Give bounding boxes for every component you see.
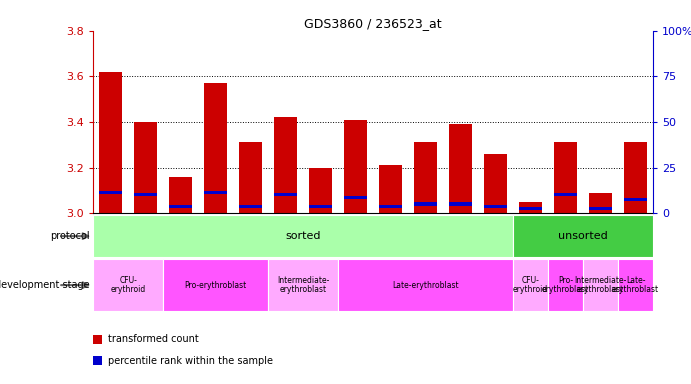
Bar [554,142,577,213]
Bar [100,191,122,194]
Text: Late-erythroblast: Late-erythroblast [392,281,459,290]
Bar [169,205,192,208]
Bar [484,205,507,208]
Bar [239,142,262,213]
Bar [548,259,583,311]
Text: transformed count: transformed count [108,334,198,344]
Bar [239,205,262,208]
Text: protocol: protocol [50,231,90,241]
Bar [379,205,402,208]
Bar [624,198,647,201]
Bar [274,118,297,213]
Bar [134,122,157,213]
Bar [414,202,437,205]
Bar [589,207,612,210]
Bar [589,193,612,213]
Bar [100,72,122,213]
Text: Intermediate-
erythroblast: Intermediate- erythroblast [277,276,330,295]
Bar [379,165,402,213]
Bar [93,215,513,257]
Bar [134,193,157,197]
Text: CFU-
erythroid: CFU- erythroid [111,276,146,295]
Bar [93,259,163,311]
Bar [414,142,437,213]
Bar [344,120,367,213]
Bar [344,195,367,199]
Bar [519,207,542,210]
Bar [513,259,548,311]
Bar [449,202,472,205]
Bar [310,205,332,208]
Bar [163,259,268,311]
Text: CFU-
erythroid: CFU- erythroid [513,276,548,295]
Bar [624,142,647,213]
Bar [519,202,542,213]
Bar [513,215,653,257]
Bar [338,259,513,311]
Bar [618,259,653,311]
Text: percentile rank within the sample: percentile rank within the sample [108,356,273,366]
Bar [449,124,472,213]
Bar [205,191,227,194]
Title: GDS3860 / 236523_at: GDS3860 / 236523_at [304,17,442,30]
Text: sorted: sorted [285,231,321,241]
Text: Pro-
erythroblast: Pro- erythroblast [542,276,589,295]
Bar [274,193,297,197]
Bar [554,193,577,197]
Bar [310,167,332,213]
Bar [484,154,507,213]
Text: unsorted: unsorted [558,231,608,241]
Text: Pro-erythroblast: Pro-erythroblast [184,281,247,290]
Bar [268,259,338,311]
Bar [583,259,618,311]
Text: development stage: development stage [0,280,90,290]
Bar [169,177,192,213]
Text: Intermediate-
erythroblast: Intermediate- erythroblast [574,276,627,295]
Text: Late-
erythroblast: Late- erythroblast [612,276,659,295]
Bar [205,83,227,213]
